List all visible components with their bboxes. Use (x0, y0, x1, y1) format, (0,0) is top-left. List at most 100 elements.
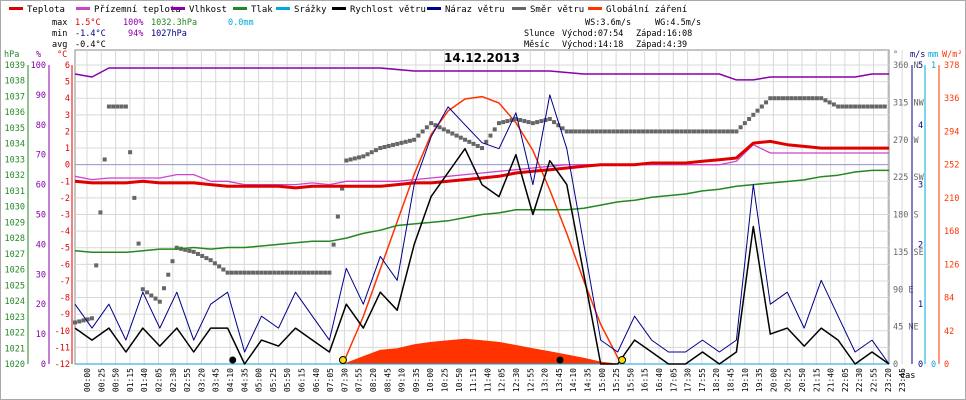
y-tick-wdir: 360 N (893, 61, 919, 71)
x-tick-label: 14:10 (569, 368, 578, 392)
wind-dir-point (751, 112, 756, 117)
wind-dir-point (357, 155, 362, 160)
x-tick-label: 19:10 (741, 368, 750, 392)
wind-dir-point (636, 129, 641, 134)
y-tick-hPa: 1036 (5, 108, 25, 118)
moon-marker (229, 356, 237, 364)
legend-swatch-rain (276, 7, 290, 10)
y-tick-degC: 5 (65, 78, 70, 88)
axis-title-wdir: ° (893, 50, 898, 60)
wind-dir-point (348, 157, 353, 162)
wind-dir-point (374, 148, 379, 153)
axis-title-ms: m/s (910, 50, 925, 60)
wind-dir-point (696, 129, 701, 134)
wind-dir-point (755, 108, 760, 113)
series-teplota (74, 139, 889, 190)
wind-dir-point (797, 96, 802, 101)
stat-min-temp: -1.4°C (75, 29, 106, 39)
x-tick-label: 20:00 (769, 368, 778, 392)
y-tick-wm2: 0 (944, 360, 949, 370)
wind-dir-point (615, 129, 620, 134)
wind-dir-point (263, 270, 268, 275)
sun-set: Západ:16:08 (636, 29, 692, 39)
wind-dir-point (170, 259, 175, 264)
x-tick-label: 07:30 (340, 368, 349, 392)
y-tick-pct: 40 (36, 240, 46, 250)
y-tick-degC: -4 (60, 227, 70, 237)
wind-dir-point (573, 129, 578, 134)
wind-dir-point (577, 129, 582, 134)
legend-item-wind-speed: Rychlost větru (332, 5, 426, 15)
wind-dir-point (361, 154, 366, 159)
wind-dir-point (412, 137, 417, 142)
wind-dir-point (246, 270, 251, 275)
y-tick-hPa: 1035 (5, 124, 25, 134)
x-tick-label: 03:20 (197, 368, 206, 392)
wind-dir-point (229, 270, 234, 275)
wind-dir-point (301, 270, 306, 275)
stat-min-press: 1027hPa (151, 29, 187, 39)
wind-dir-point (522, 119, 527, 124)
wind-dir-point (217, 264, 222, 269)
wind-dir-point (136, 241, 141, 246)
wind-dir-point (174, 245, 179, 250)
wind-dir-point (187, 248, 192, 253)
y-tick-wdir: 225 SW (893, 173, 925, 183)
wind-dir-point (314, 270, 319, 275)
wind-dir-point (85, 317, 90, 322)
y-tick-pct: 10 (36, 330, 46, 340)
y-tick-degC: 1 (65, 144, 70, 154)
y-tick-pct: 50 (36, 211, 46, 221)
series-glob-ln-z-en- (342, 338, 622, 364)
wind-dir-point (556, 123, 561, 128)
y-tick-degC: -12 (55, 360, 70, 370)
wind-dir-point (123, 104, 128, 109)
wind-dir-point (836, 104, 841, 109)
y-tick-degC: -3 (60, 211, 70, 221)
wind-dir-point (759, 104, 764, 109)
wind-dir-point (331, 242, 336, 247)
legend-label-temp: Teplota (27, 5, 65, 15)
chart-title: 14.12.2013 (444, 51, 520, 65)
y-tick-wdir: 45 NE (893, 323, 919, 333)
wind-dir-point (704, 129, 709, 134)
y-tick-hPa: 1027 (5, 250, 25, 260)
x-tick-label: 12:55 (526, 368, 535, 392)
wind-dir-point (717, 129, 722, 134)
wind-dir-point (823, 98, 828, 103)
y-tick-hPa: 1026 (5, 266, 25, 276)
series-vlhkost (74, 67, 889, 81)
wind-dir-point (183, 247, 188, 252)
wind-dir-point (424, 125, 429, 130)
wind-dir-point (149, 293, 154, 298)
wind-dir-point (420, 129, 425, 134)
wind-dir-point (306, 270, 311, 275)
x-tick-label: 15:50 (626, 368, 635, 392)
y-tick-hPa: 1032 (5, 171, 25, 181)
wind-dir-point (683, 129, 688, 134)
wind-dir-point (255, 270, 260, 275)
x-tick-label: 19:35 (755, 368, 764, 392)
stat-max-press: 1032.3hPa (151, 18, 197, 28)
y-tick-wm2: 336 (944, 94, 959, 104)
wind-dir-point (492, 127, 497, 132)
wind-dir-point (289, 270, 294, 275)
x-tick-label: 00:25 (97, 368, 106, 392)
wind-dir-point (560, 126, 565, 131)
axis-title-pct: % (36, 50, 41, 60)
wind-dir-point (535, 120, 540, 125)
wind-dir-point (802, 96, 807, 101)
legend-swatch-wind-dir (512, 7, 526, 10)
wind-dir-point (844, 104, 849, 109)
wind-dir-point (284, 270, 289, 275)
x-tick-label: 04:35 (240, 368, 249, 392)
y-tick-ms: 5 (918, 61, 923, 71)
y-tick-hPa: 1039 (5, 61, 25, 71)
wind-dir-point (645, 129, 650, 134)
wind-dir-point (641, 129, 646, 134)
stat-avg-label: avg (52, 40, 67, 50)
wind-dir-point (272, 270, 277, 275)
legend-swatch-radiation (588, 7, 602, 10)
y-tick-degC: -1 (60, 177, 70, 187)
wind-dir-point (81, 318, 86, 323)
